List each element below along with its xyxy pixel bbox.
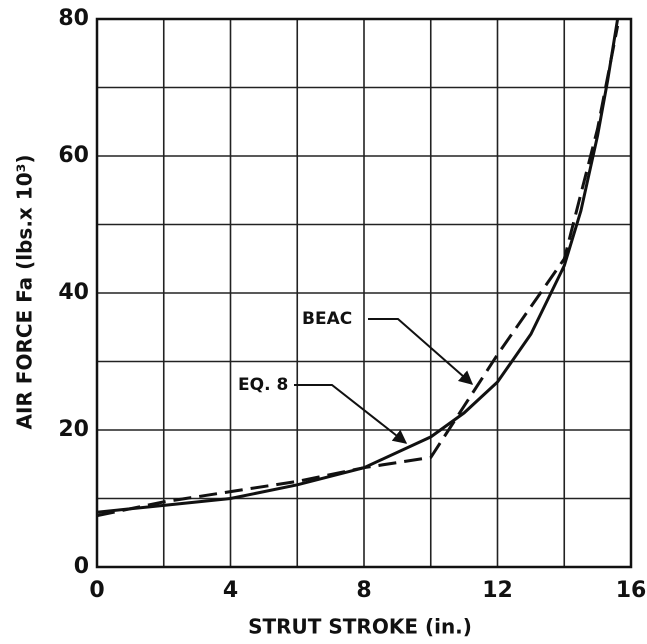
y-tick-label: 20 xyxy=(58,417,89,442)
x-tick-label: 0 xyxy=(89,578,104,603)
y-tick-label: 80 xyxy=(58,6,89,31)
leader-arrow xyxy=(294,384,408,444)
y-tick-label: 40 xyxy=(58,280,89,305)
y-axis-label: AIR FORCE Fa (lbs.x 10³) xyxy=(13,154,37,429)
y-tick-label: 0 xyxy=(74,554,89,579)
series-label: BEAC xyxy=(302,309,352,329)
y-tick-label: 60 xyxy=(58,143,89,168)
plot-frame xyxy=(95,17,633,569)
x-axis-label: STRUT STROKE (in.) xyxy=(248,615,472,639)
series-label: EQ. 8 xyxy=(238,375,288,395)
x-tick-label: 8 xyxy=(356,578,371,603)
data-line xyxy=(96,25,620,518)
leader-arrow xyxy=(368,318,474,385)
data-line xyxy=(96,18,620,514)
x-tick-label: 12 xyxy=(482,578,513,603)
x-tick-label: 4 xyxy=(223,578,238,603)
x-tick-label: 16 xyxy=(616,578,647,603)
